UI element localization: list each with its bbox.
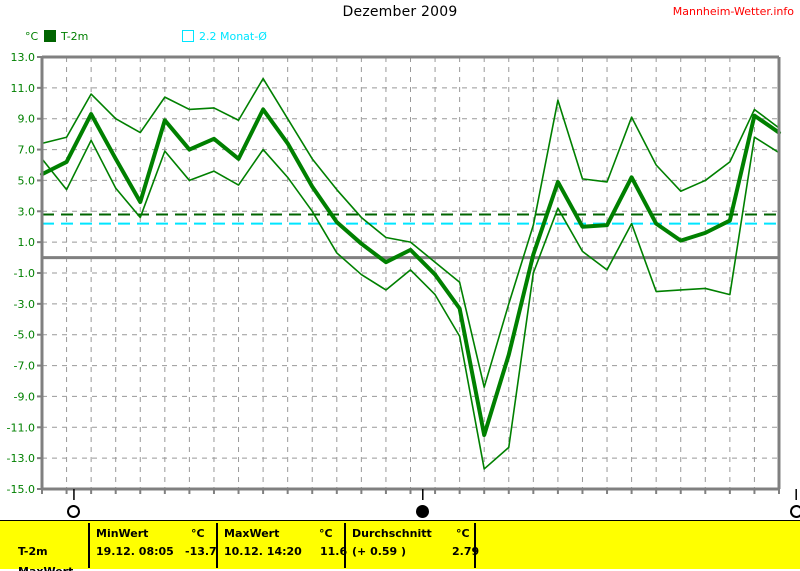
- stats-avg-value: 2.79: [452, 545, 480, 558]
- full-moon-icon: [789, 505, 800, 518]
- stats-max-unit: °C: [319, 527, 333, 540]
- svg-text:-15.0: -15.0: [7, 483, 35, 496]
- stats-max-value: 11.6: [320, 545, 348, 558]
- svg-text:9.0: 9.0: [18, 113, 36, 126]
- full-moon-icon: [67, 505, 81, 518]
- table-divider: [216, 523, 218, 568]
- stats-max-when: 10.12. 14:20: [224, 545, 302, 558]
- stats-min-value: -13.7: [185, 545, 217, 558]
- stats-avg-unit: °C: [456, 527, 470, 540]
- legend-swatch-icon: [182, 30, 194, 42]
- legend-label-average: 2.2 Monat-Ø: [199, 29, 267, 43]
- svg-text:-9.0: -9.0: [14, 390, 35, 403]
- stats-cell-max: MaxWert °C 10.12. 14:20 11.6: [224, 521, 347, 570]
- stats-row-label: T-2m: [18, 545, 48, 558]
- y-axis-unit-label: °C: [25, 30, 39, 43]
- svg-text:-1.0: -1.0: [14, 267, 35, 280]
- svg-text:-13.0: -13.0: [7, 452, 35, 465]
- page-title: Dezember 2009: [342, 4, 458, 20]
- site-credit: Mannheim-Wetter.info: [672, 5, 794, 18]
- svg-text:7.0: 7.0: [18, 144, 36, 157]
- stats-row-label-clipped: MaxWert: [18, 565, 73, 571]
- chart-plot-area: 13.0 11.0 9.0 7.0 5.0 3.0 1.0 -1.0 -3.0 -5.0 -7.0 -…: [7, 51, 800, 518]
- table-divider: [344, 523, 346, 568]
- stats-min-when: 19.12. 08:05: [96, 545, 174, 558]
- stats-cell-average: Durchschnitt °C (+ 0.59 ) 2.79: [352, 521, 479, 570]
- svg-text:3.0: 3.0: [18, 205, 36, 218]
- stats-cell-min: MinWert °C 19.12. 08:05 -13.7: [96, 521, 217, 570]
- stats-min-unit: °C: [191, 527, 205, 540]
- stats-avg-when: (+ 0.59 ): [352, 545, 407, 558]
- svg-text:11.0: 11.0: [11, 82, 36, 95]
- legend-item-t2m: T-2m: [44, 29, 88, 43]
- svg-text:13.0: 13.0: [11, 51, 36, 64]
- legend-item-monthly-average: 2.2 Monat-Ø: [182, 29, 267, 43]
- temperature-line-chart: 13.0 11.0 9.0 7.0 5.0 3.0 1.0 -1.0 -3.0 -5.0 -7.0 -…: [7, 51, 797, 500]
- svg-text:-3.0: -3.0: [14, 298, 35, 311]
- svg-text:5.0: 5.0: [18, 174, 36, 187]
- table-divider: [88, 523, 90, 568]
- legend-label-t2m: T-2m: [61, 29, 89, 43]
- stats-max-header: MaxWert: [224, 527, 280, 540]
- stats-avg-header: Durchschnitt: [352, 527, 432, 540]
- table-divider: [474, 523, 476, 568]
- new-moon-icon: [416, 505, 430, 518]
- svg-text:1.0: 1.0: [18, 236, 36, 249]
- svg-text:-5.0: -5.0: [14, 329, 35, 342]
- svg-text:-7.0: -7.0: [14, 360, 35, 373]
- statistics-table: T-2m MaxWert MinWert °C 19.12. 08:05 -13…: [0, 520, 800, 571]
- stats-min-header: MinWert: [96, 527, 149, 540]
- svg-text:-11.0: -11.0: [7, 421, 35, 434]
- legend-swatch-icon: [44, 30, 56, 42]
